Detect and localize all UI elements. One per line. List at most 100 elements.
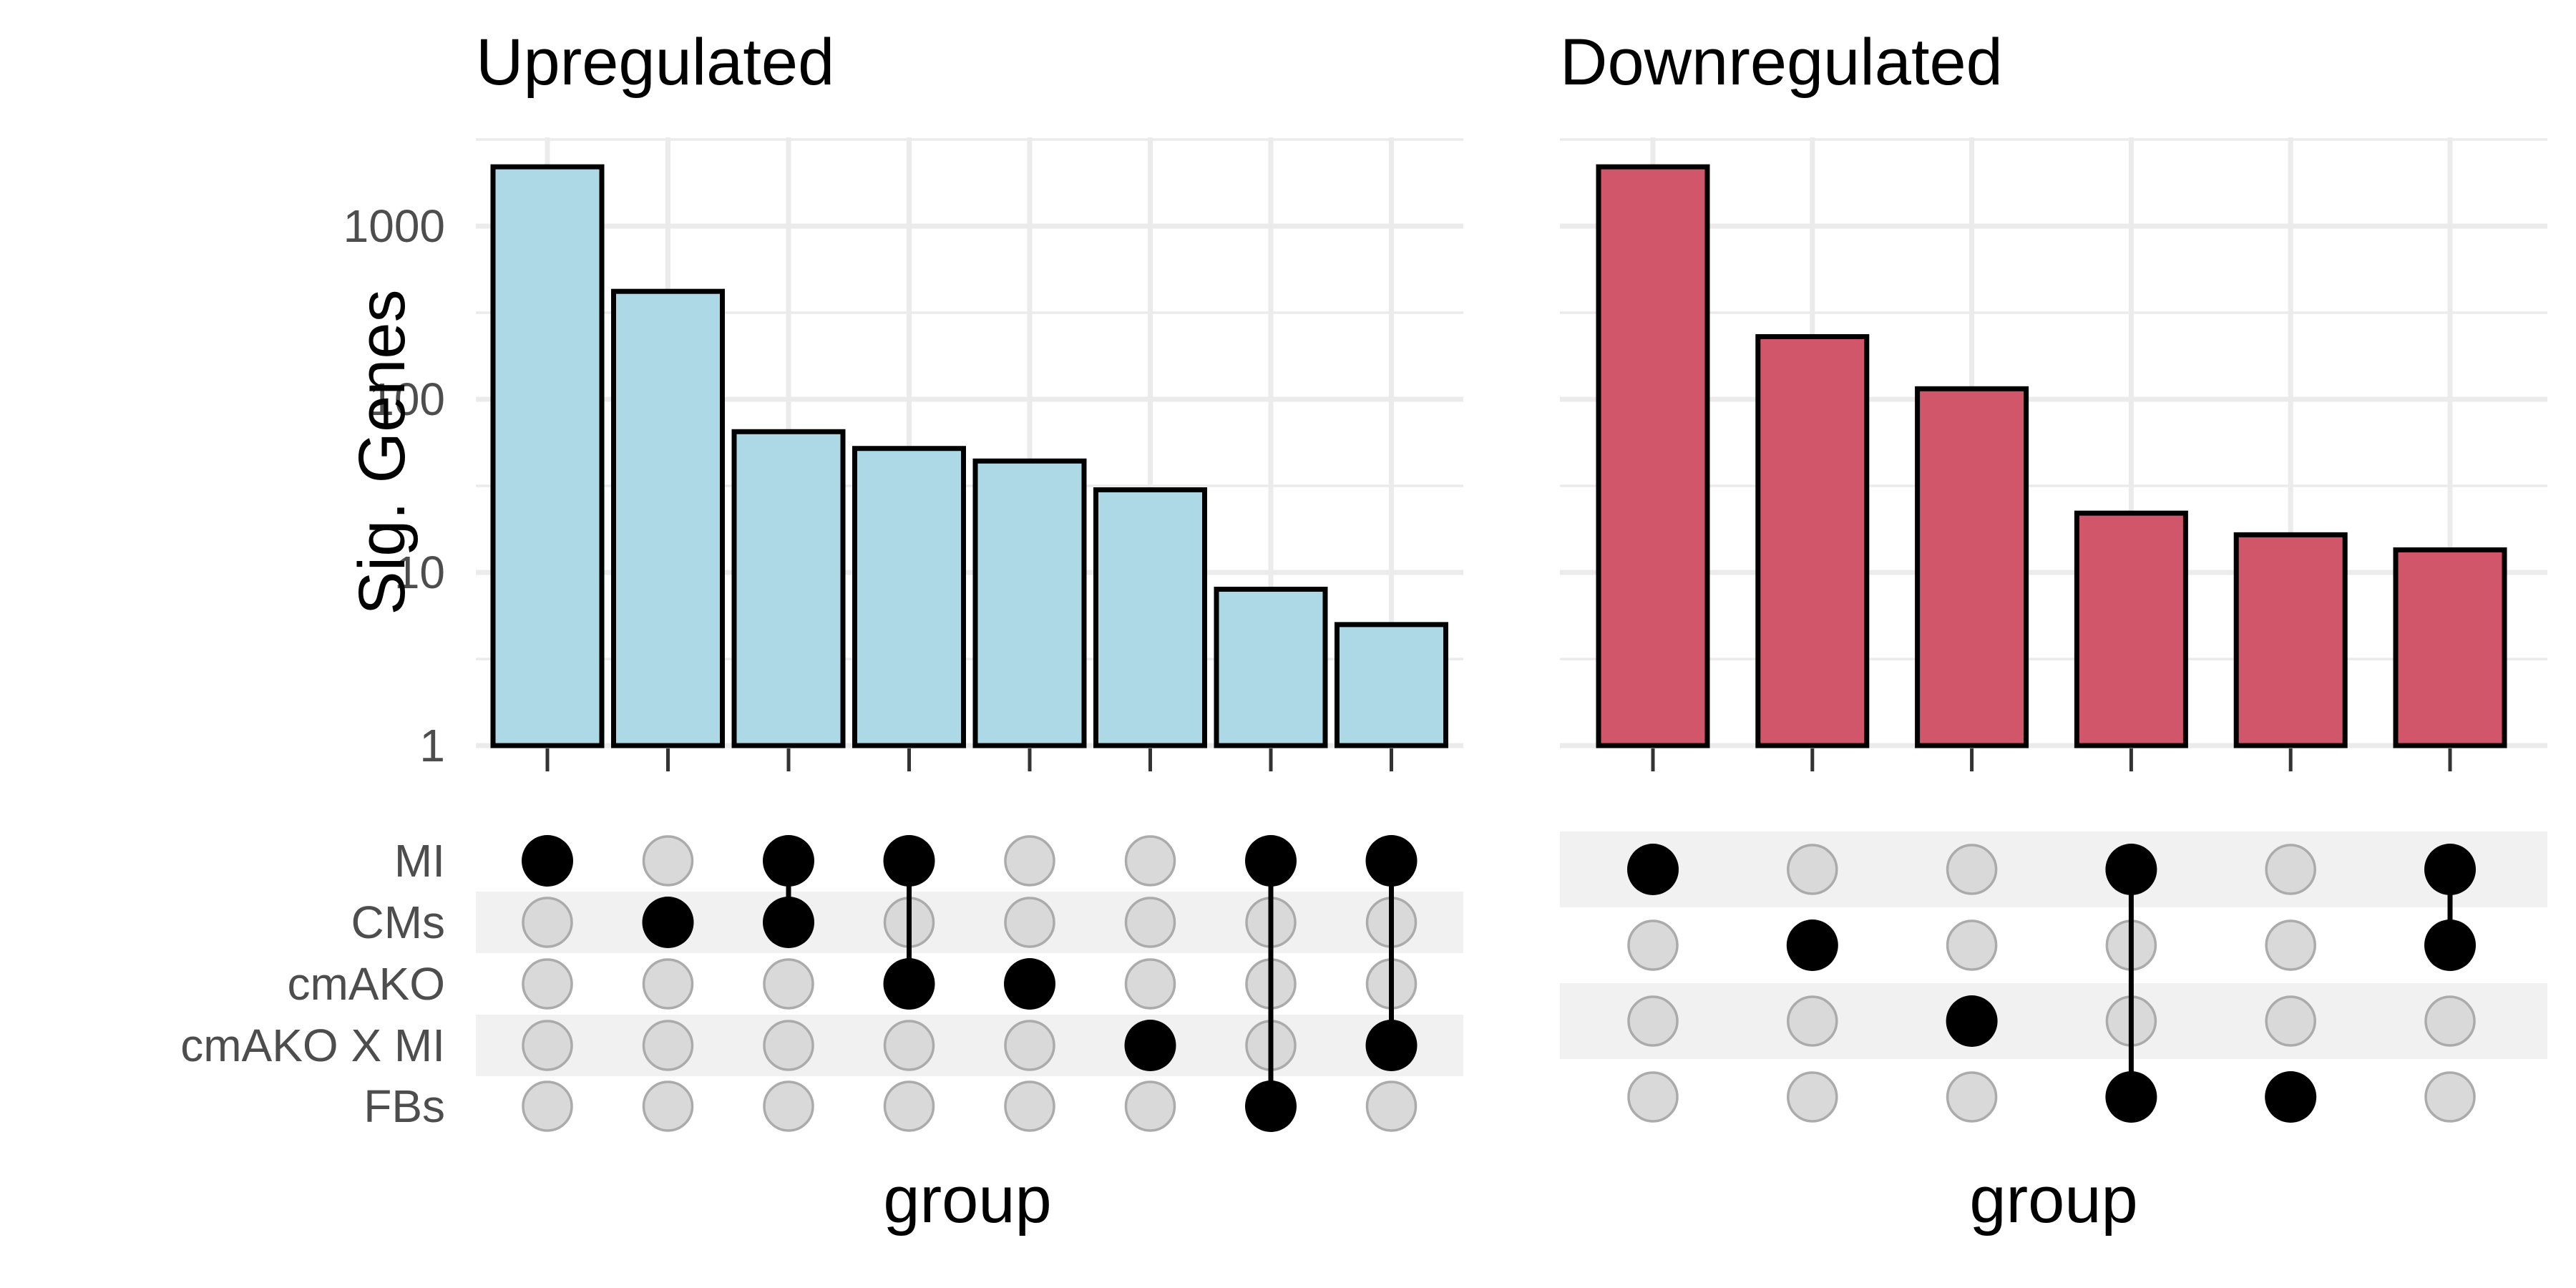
- active-dot: [642, 897, 694, 948]
- bar: [1755, 333, 1870, 748]
- bar: [1915, 386, 2029, 748]
- y-tick-label: 1000: [343, 200, 445, 252]
- upregulated-bars: [490, 164, 1448, 748]
- active-dot: [2265, 1071, 2317, 1123]
- inactive-dot: [642, 1020, 694, 1071]
- bar: [972, 458, 1087, 748]
- inactive-dot: [1627, 919, 1679, 971]
- downregulated-x-axis-title: group: [1969, 1163, 2137, 1236]
- bar: [1335, 622, 1448, 748]
- inactive-dot: [1627, 1071, 1679, 1123]
- inactive-dot: [883, 1020, 935, 1071]
- active-dot: [883, 835, 935, 887]
- bar: [852, 446, 966, 748]
- bar: [2233, 532, 2348, 748]
- y-tick-label: 1: [419, 720, 445, 771]
- inactive-dot: [522, 897, 573, 948]
- upregulated-matrix: [522, 835, 1418, 1132]
- inactive-dot: [1787, 995, 1838, 1047]
- matrix-stripe: [1560, 983, 2547, 1059]
- bar: [1093, 487, 1207, 748]
- active-dot: [2105, 844, 2157, 895]
- inactive-dot: [522, 1020, 573, 1071]
- inactive-dot: [522, 958, 573, 1010]
- upregulated-x-axis-title: group: [883, 1163, 1051, 1236]
- set-label: MI: [394, 835, 445, 887]
- inactive-dot: [1627, 995, 1679, 1047]
- upregulated-x-ticks: [545, 748, 1393, 771]
- active-dot: [1946, 995, 1998, 1047]
- inactive-dot: [1787, 1071, 1838, 1123]
- active-dot: [763, 897, 814, 948]
- upregulated-set-labels: MI CMs cmAKO cmAKO X MI FBs: [180, 835, 445, 1132]
- inactive-dot: [1946, 844, 1998, 895]
- inactive-dot: [763, 1080, 814, 1132]
- matrix-stripe: [1560, 831, 2547, 907]
- active-dot: [1786, 919, 1838, 971]
- active-dot: [763, 835, 814, 887]
- inactive-dot: [522, 1080, 573, 1132]
- downregulated-panel: Downregulated group: [1560, 26, 2547, 1236]
- matrix-stripe: [476, 1015, 1463, 1076]
- inactive-dot: [1004, 1020, 1055, 1071]
- bar: [1596, 164, 1710, 748]
- upregulated-y-axis-title: Sig. Genes: [346, 289, 419, 615]
- inactive-dot: [883, 1080, 935, 1132]
- bar: [731, 429, 846, 748]
- inactive-dot: [2424, 1071, 2476, 1123]
- bar: [2393, 547, 2507, 748]
- downregulated-matrix-stripes: [1560, 831, 2547, 1059]
- inactive-dot: [642, 835, 694, 887]
- bar: [2074, 510, 2188, 748]
- active-dot: [2105, 1071, 2157, 1123]
- set-label: cmAKO X MI: [180, 1020, 445, 1071]
- inactive-dot: [1004, 1080, 1055, 1132]
- inactive-dot: [1124, 958, 1176, 1010]
- active-dot: [883, 958, 935, 1010]
- inactive-dot: [642, 1080, 694, 1132]
- upregulated-title: Upregulated: [476, 26, 834, 99]
- downregulated-title: Downregulated: [1560, 26, 2003, 99]
- inactive-dot: [2424, 995, 2476, 1047]
- active-dot: [1365, 835, 1418, 887]
- active-dot: [522, 835, 573, 887]
- bar: [1214, 586, 1328, 748]
- active-dot: [1245, 1080, 1297, 1132]
- y-tick-label: 100: [369, 374, 445, 425]
- inactive-dot: [2265, 844, 2316, 895]
- inactive-dot: [1787, 844, 1838, 895]
- active-dot: [1365, 1020, 1418, 1071]
- inactive-dot: [1124, 897, 1176, 948]
- active-dot: [2424, 844, 2476, 895]
- inactive-dot: [1946, 919, 1998, 971]
- inactive-dot: [1004, 835, 1055, 887]
- inactive-dot: [1004, 897, 1055, 948]
- active-dot: [2424, 919, 2476, 971]
- downregulated-bars: [1596, 164, 2507, 748]
- upregulated-panel: Upregulated 1 10 100 1000 Sig. Genes MI CMs c…: [180, 26, 1463, 1236]
- upregulated-matrix-stripes: [476, 892, 1463, 1076]
- inactive-dot: [1124, 835, 1176, 887]
- active-dot: [1245, 835, 1297, 887]
- inactive-dot: [763, 958, 814, 1010]
- inactive-dot: [1365, 1080, 1418, 1132]
- inactive-dot: [2265, 919, 2316, 971]
- inactive-dot: [642, 958, 694, 1010]
- set-label: cmAKO: [288, 958, 445, 1010]
- set-label: CMs: [351, 897, 445, 948]
- bar: [611, 288, 725, 748]
- upregulated-y-tick-labels: 1 10 100 1000: [343, 200, 445, 771]
- bar: [490, 164, 605, 748]
- active-dot: [1004, 958, 1055, 1010]
- downregulated-matrix: [1627, 844, 2476, 1123]
- inactive-dot: [763, 1020, 814, 1071]
- set-label: FBs: [364, 1080, 445, 1132]
- active-dot: [1627, 844, 1679, 895]
- inactive-dot: [2265, 995, 2316, 1047]
- inactive-dot: [1946, 1071, 1998, 1123]
- inactive-dot: [1124, 1080, 1176, 1132]
- y-tick-label: 10: [394, 547, 445, 598]
- downregulated-x-ticks: [1651, 748, 2452, 771]
- matrix-stripe: [476, 892, 1463, 953]
